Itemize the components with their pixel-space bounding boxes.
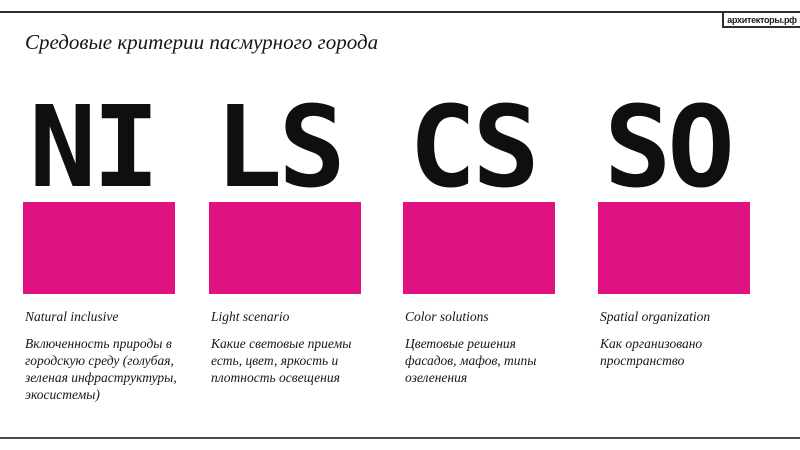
bottom-rule (0, 437, 800, 439)
criterion-label: Light scenario (211, 309, 290, 324)
site-logo: архитекторы.рф (722, 13, 800, 28)
criterion-column-natural-inclusive: NI Natural inclusive Включенность природ… (23, 0, 177, 450)
site-logo-text: архитекторы.рф (727, 14, 797, 25)
criterion-abbr: LS (215, 83, 346, 213)
criterion-description: Как организовано пространство (600, 336, 703, 368)
criterion-description: Какие световые приемы есть, цвет, яркост… (211, 336, 352, 385)
criterion-label: Spatial organization (600, 309, 711, 324)
criterion-column-color-solutions: CS Color solutions Цветовые решения фаса… (403, 0, 555, 450)
criterion-column-light-scenario: LS Light scenario Какие световые приемы … (209, 0, 361, 450)
color-swatch (209, 202, 361, 294)
criterion-label: Natural inclusive (25, 309, 119, 324)
criterion-abbr: CS (409, 83, 540, 213)
color-swatch (598, 202, 750, 294)
slide-title: Средовые критерии пасмурного города (25, 30, 379, 54)
color-swatch (23, 202, 175, 294)
criterion-label: Color solutions (405, 309, 489, 324)
color-swatch (403, 202, 555, 294)
criterion-description: Включенность природы в городскую среду (… (25, 336, 177, 402)
criterion-abbr: SO (604, 83, 735, 213)
criterion-abbr: NI (29, 83, 160, 213)
criterion-column-spatial-organization: SO Spatial organization Как организовано… (598, 0, 750, 450)
criterion-description: Цветовые решения фасадов, мафов, типы оз… (405, 336, 537, 385)
top-rule (0, 11, 800, 13)
